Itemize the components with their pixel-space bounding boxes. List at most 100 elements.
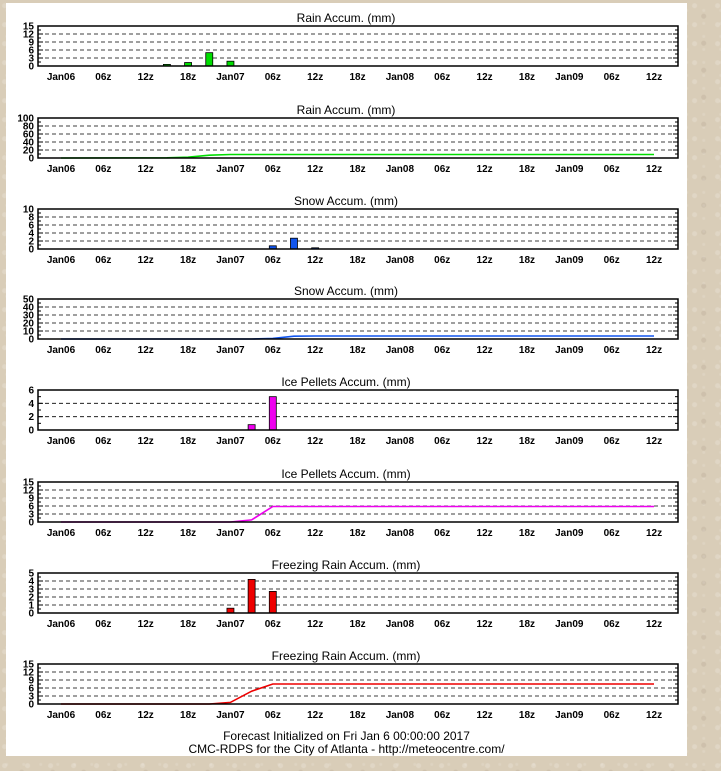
x-tick-label: Jan08 [386, 255, 415, 266]
x-tick-label: 12z [307, 710, 323, 721]
x-tick-label: 06z [265, 710, 281, 721]
y-tick-label: 40 [23, 138, 35, 149]
y-tick-label: 2 [28, 237, 34, 248]
x-tick-label: 18z [349, 255, 365, 266]
x-tick-label: Jan07 [216, 619, 245, 630]
x-tick-label: 06z [95, 710, 111, 721]
x-tick-label: 18z [349, 710, 365, 721]
x-tick-label: 12z [646, 436, 662, 447]
x-tick-label: 06z [604, 436, 620, 447]
panel-title: Rain Accum. (mm) [297, 11, 396, 25]
x-tick-label: Jan06 [47, 710, 76, 721]
x-tick-label: Jan09 [555, 710, 584, 721]
x-tick-label: Jan07 [216, 710, 245, 721]
x-tick-label: 18z [180, 345, 196, 356]
x-tick-label: Jan07 [216, 345, 245, 356]
x-tick-label: Jan08 [386, 164, 415, 175]
x-tick-label: 18z [519, 345, 535, 356]
y-tick-label: 0 [28, 700, 34, 711]
x-tick-label: 12z [138, 345, 154, 356]
x-tick-label: 18z [180, 164, 196, 175]
plot-frame [37, 117, 679, 159]
x-tick-label: 12z [646, 164, 662, 175]
x-tick-label: Jan08 [386, 528, 415, 539]
y-tick-label: 10 [23, 205, 35, 216]
x-tick-label: 06z [434, 436, 450, 447]
x-tick-label: 06z [604, 619, 620, 630]
y-tick-label: 6 [28, 386, 34, 397]
x-tick-label: 12z [138, 164, 154, 175]
y-tick-label: 6 [28, 221, 34, 232]
x-tick-label: 06z [434, 72, 450, 83]
plot-frame [37, 208, 679, 250]
x-tick-label: 06z [95, 345, 111, 356]
x-tick-label: 18z [180, 528, 196, 539]
x-tick-label: 18z [519, 436, 535, 447]
y-tick-label: 60 [23, 130, 35, 141]
x-tick-label: Jan09 [555, 345, 584, 356]
y-tick-label: 50 [23, 295, 35, 306]
y-tick-label: 2 [28, 412, 34, 423]
y-tick-label: 5 [28, 569, 34, 580]
x-tick-label: Jan08 [386, 436, 415, 447]
x-tick-label: Jan08 [386, 619, 415, 630]
x-tick-label: Jan06 [47, 345, 76, 356]
x-tick-label: 12z [646, 710, 662, 721]
x-tick-label: 06z [265, 345, 281, 356]
data-bar [268, 396, 277, 431]
x-tick-label: 12z [646, 345, 662, 356]
x-tick-label: 06z [434, 528, 450, 539]
data-bar [247, 424, 256, 431]
x-tick-label: 12z [646, 255, 662, 266]
x-tick-label: Jan09 [555, 528, 584, 539]
y-tick-label: 4 [28, 229, 34, 240]
plot-frame [37, 572, 679, 614]
x-tick-label: 18z [349, 528, 365, 539]
y-tick-label: 6 [28, 46, 34, 57]
data-bar [268, 591, 277, 614]
x-tick-label: 12z [646, 528, 662, 539]
x-tick-label: 18z [349, 164, 365, 175]
y-tick-label: 20 [23, 146, 35, 157]
y-tick-label: 3 [28, 54, 34, 65]
x-tick-label: 06z [95, 436, 111, 447]
y-tick-label: 40 [23, 303, 35, 314]
y-tick-label: 6 [28, 684, 34, 695]
x-tick-label: 18z [180, 255, 196, 266]
x-tick-label: 06z [265, 528, 281, 539]
x-tick-label: 12z [138, 436, 154, 447]
x-tick-label: 06z [265, 619, 281, 630]
y-tick-label: 15 [23, 478, 35, 489]
panel-title: Ice Pellets Accum. (mm) [281, 375, 410, 389]
plot-frame [37, 389, 679, 431]
plot-frame [37, 298, 679, 340]
x-tick-label: 12z [477, 255, 493, 266]
y-tick-label: 30 [23, 311, 35, 322]
y-tick-label: 12 [23, 668, 35, 679]
panel-title: Ice Pellets Accum. (mm) [281, 467, 410, 481]
x-tick-label: 12z [307, 436, 323, 447]
x-tick-label: 06z [95, 528, 111, 539]
x-tick-label: 06z [95, 619, 111, 630]
x-tick-label: 06z [265, 436, 281, 447]
y-tick-label: 9 [28, 676, 34, 687]
x-tick-label: 06z [604, 345, 620, 356]
x-tick-label: 06z [265, 72, 281, 83]
y-tick-label: 3 [28, 692, 34, 703]
x-tick-label: 12z [307, 345, 323, 356]
panel-title: Freezing Rain Accum. (mm) [272, 649, 421, 663]
y-tick-label: 3 [28, 510, 34, 521]
x-tick-label: 06z [604, 710, 620, 721]
y-tick-label: 15 [23, 22, 35, 33]
y-tick-label: 4 [28, 577, 34, 588]
x-tick-label: 06z [95, 255, 111, 266]
x-tick-label: 12z [307, 255, 323, 266]
x-tick-label: Jan07 [216, 436, 245, 447]
panel-title: Snow Accum. (mm) [294, 194, 398, 208]
x-tick-label: 12z [307, 164, 323, 175]
x-tick-label: 12z [138, 255, 154, 266]
x-tick-label: 12z [138, 710, 154, 721]
y-tick-label: 12 [23, 486, 35, 497]
x-tick-label: 18z [519, 255, 535, 266]
